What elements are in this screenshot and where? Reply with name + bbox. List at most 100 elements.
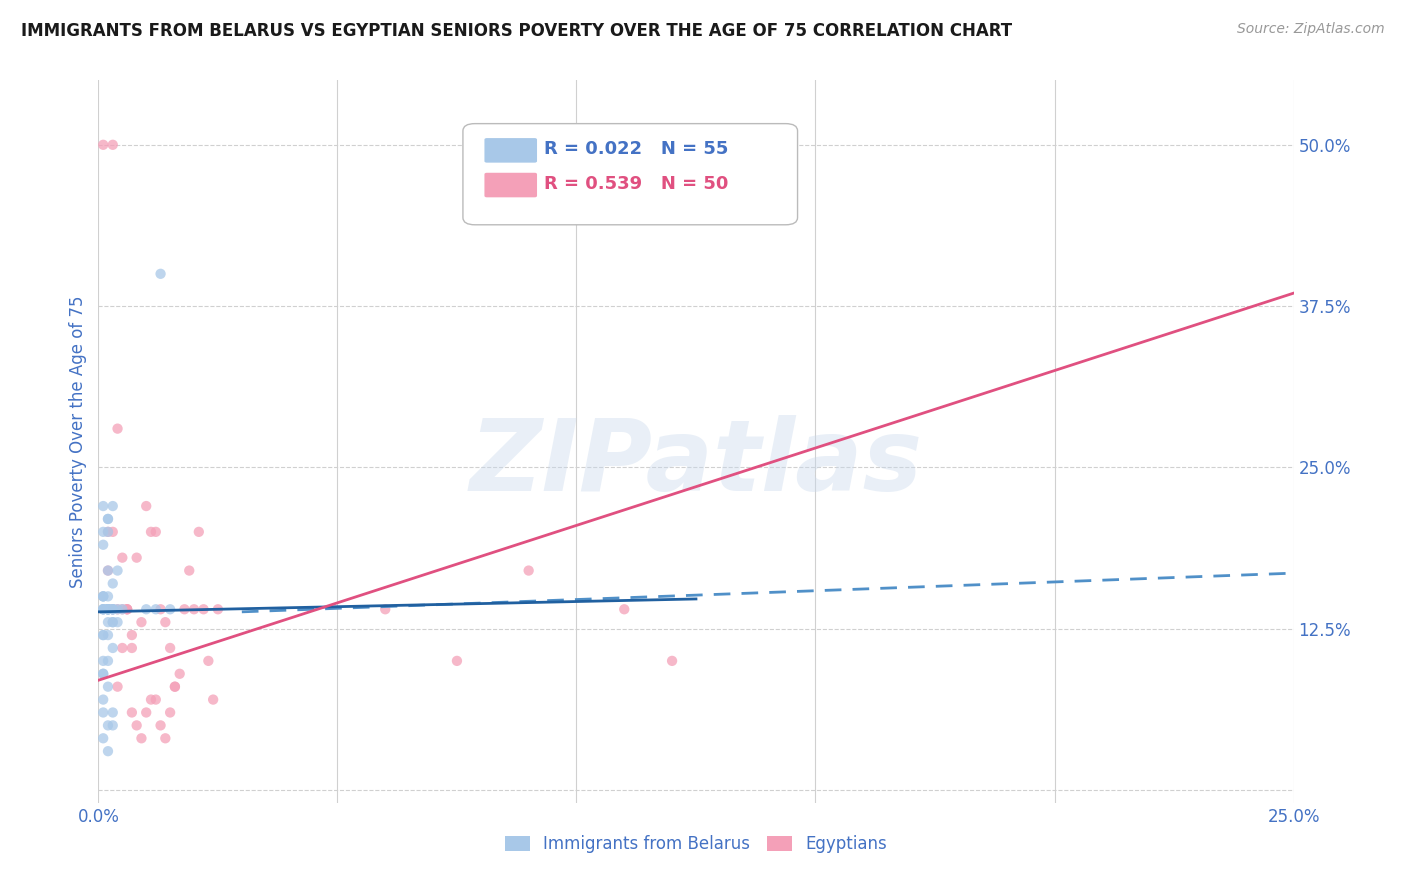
Point [91, 602, 114, 616]
Point [101, 718, 124, 732]
Point [101, 615, 124, 630]
Point [374, 602, 396, 616]
Point [173, 602, 195, 616]
Point [101, 706, 124, 720]
Point [135, 499, 157, 513]
Point [97, 628, 120, 642]
Point [97, 564, 120, 578]
Point [187, 524, 209, 539]
Point [661, 654, 683, 668]
Point [111, 640, 134, 655]
Point [107, 602, 129, 616]
Point [159, 706, 181, 720]
Text: Source: ZipAtlas.com: Source: ZipAtlas.com [1237, 22, 1385, 37]
Point [101, 602, 124, 616]
Point [107, 602, 129, 616]
Point [97, 564, 120, 578]
Point [139, 524, 162, 539]
Point [155, 731, 177, 746]
Point [193, 602, 215, 616]
Point [91, 666, 114, 681]
Point [135, 602, 157, 616]
Point [101, 640, 124, 655]
Point [149, 267, 172, 281]
Point [91, 137, 114, 152]
Point [91, 602, 114, 616]
Point [159, 640, 181, 655]
Point [155, 615, 177, 630]
Point [107, 564, 129, 578]
Point [91, 538, 114, 552]
Point [91, 706, 114, 720]
Point [145, 524, 167, 539]
Point [183, 602, 205, 616]
Point [517, 564, 540, 578]
Point [101, 615, 124, 630]
Point [179, 564, 201, 578]
Point [115, 602, 138, 616]
Point [91, 499, 114, 513]
Point [135, 706, 157, 720]
Point [97, 590, 120, 604]
Point [101, 137, 124, 152]
Point [107, 615, 129, 630]
Point [159, 602, 181, 616]
Point [91, 692, 114, 706]
Text: R = 0.022   N = 55: R = 0.022 N = 55 [544, 140, 728, 158]
Point [125, 718, 148, 732]
Point [202, 692, 225, 706]
Point [91, 602, 114, 616]
Point [149, 718, 172, 732]
Point [91, 628, 114, 642]
Point [163, 680, 186, 694]
Point [97, 602, 120, 616]
Point [97, 512, 120, 526]
Point [131, 615, 153, 630]
Point [446, 654, 468, 668]
Point [97, 602, 120, 616]
Point [163, 680, 186, 694]
Point [91, 731, 114, 746]
Point [91, 654, 114, 668]
Point [97, 512, 120, 526]
Text: R = 0.539   N = 50: R = 0.539 N = 50 [544, 175, 728, 193]
Point [101, 602, 124, 616]
Point [91, 524, 114, 539]
Point [101, 602, 124, 616]
Point [97, 602, 120, 616]
Point [107, 680, 129, 694]
Point [97, 602, 120, 616]
Point [139, 692, 162, 706]
Point [101, 602, 124, 616]
Point [169, 666, 191, 681]
Point [111, 602, 134, 616]
Point [115, 602, 138, 616]
Point [97, 602, 120, 616]
FancyBboxPatch shape [485, 173, 537, 197]
Point [97, 602, 120, 616]
Point [91, 666, 114, 681]
Text: IMMIGRANTS FROM BELARUS VS EGYPTIAN SENIORS POVERTY OVER THE AGE OF 75 CORRELATI: IMMIGRANTS FROM BELARUS VS EGYPTIAN SENI… [21, 22, 1012, 40]
Point [97, 680, 120, 694]
Point [197, 654, 219, 668]
Point [149, 602, 172, 616]
Y-axis label: Seniors Poverty Over the Age of 75: Seniors Poverty Over the Age of 75 [69, 295, 87, 588]
Point [97, 524, 120, 539]
Point [97, 744, 120, 758]
Text: ZIPatlas: ZIPatlas [470, 415, 922, 512]
Point [145, 602, 167, 616]
Point [121, 706, 143, 720]
Point [207, 602, 229, 616]
Point [121, 628, 143, 642]
Point [111, 550, 134, 565]
Point [101, 524, 124, 539]
Point [125, 550, 148, 565]
Point [121, 640, 143, 655]
Point [91, 628, 114, 642]
Point [101, 602, 124, 616]
Point [111, 602, 134, 616]
Point [101, 576, 124, 591]
Point [613, 602, 636, 616]
Point [107, 422, 129, 436]
FancyBboxPatch shape [485, 138, 537, 162]
